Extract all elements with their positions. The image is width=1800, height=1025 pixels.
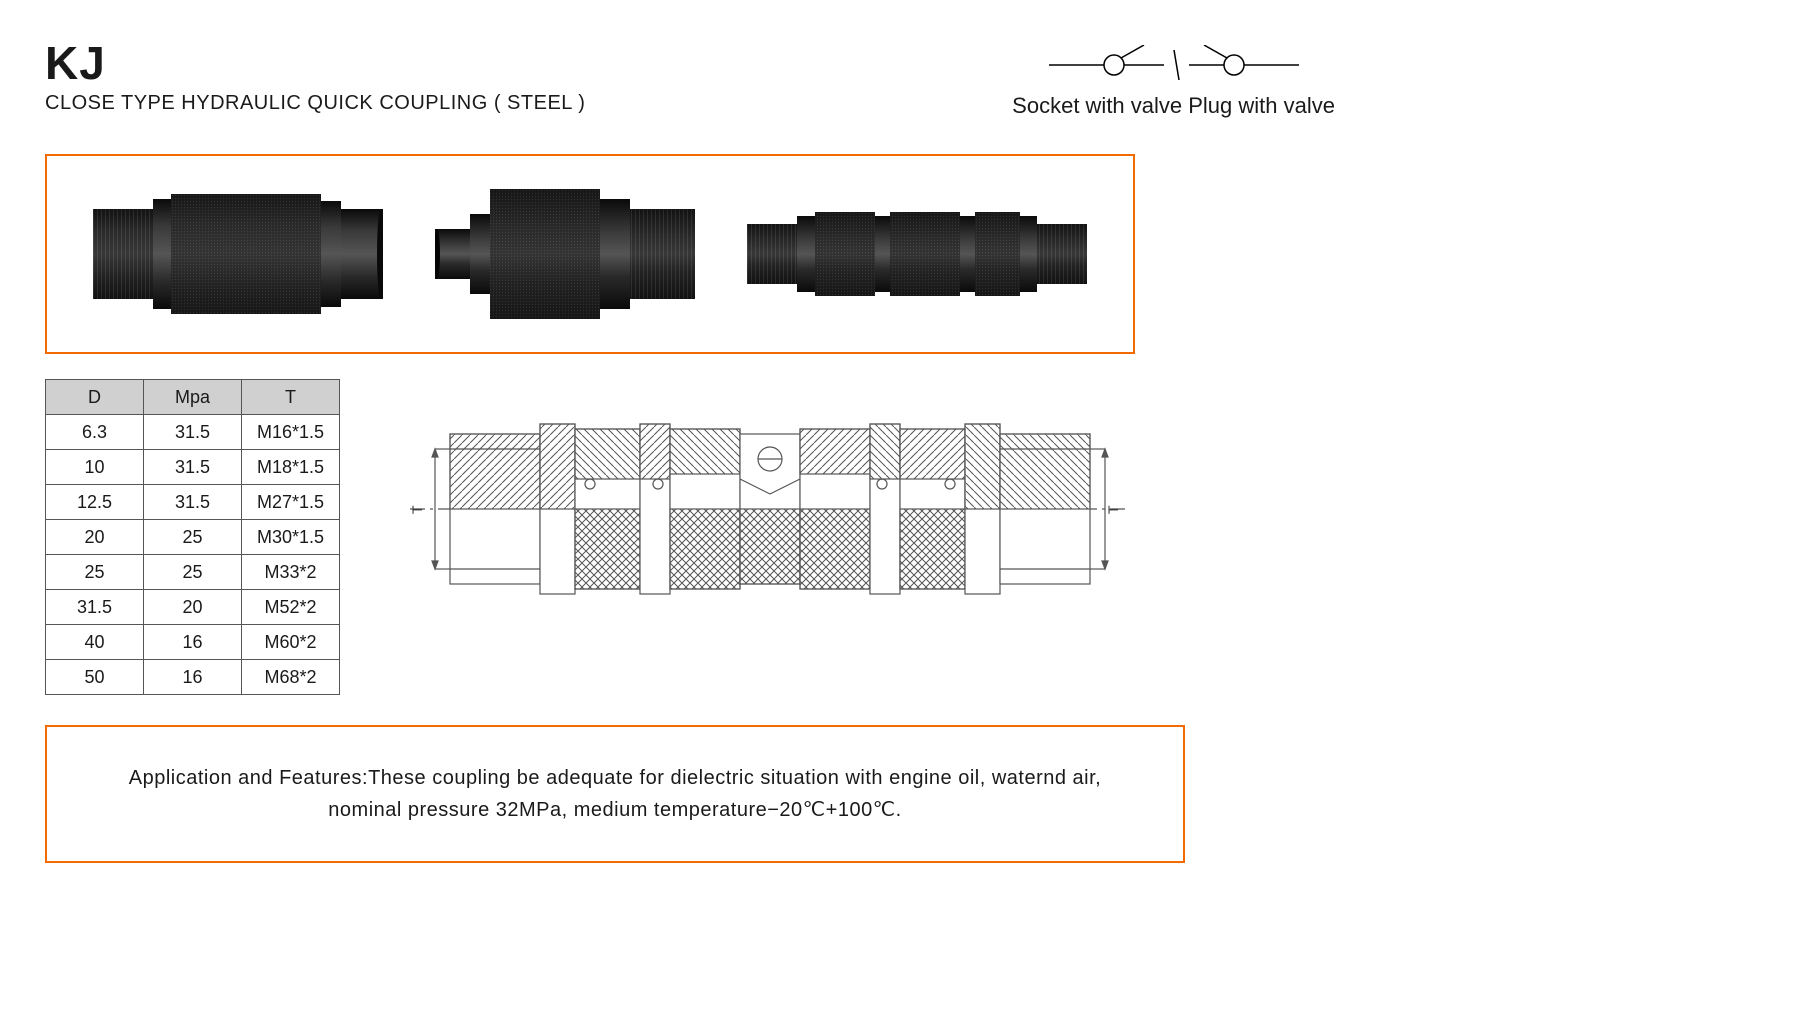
dimension-label-left: T	[409, 505, 425, 514]
table-cell: M52*2	[242, 590, 340, 625]
product-photo-panel	[45, 154, 1135, 354]
dimension-label-right: T	[1105, 505, 1121, 514]
table-cell: 10	[46, 450, 144, 485]
product-description: CLOSE TYPE HYDRAULIC QUICK COUPLING ( ST…	[45, 92, 585, 115]
specification-table: DMpaT 6.331.5M16*1.51031.5M18*1.512.531.…	[45, 379, 340, 695]
coupling-photo-socket	[93, 179, 383, 329]
table-cell: 20	[144, 590, 242, 625]
product-code: KJ	[45, 40, 585, 86]
table-cell: 6.3	[46, 415, 144, 450]
table-cell: M27*1.5	[242, 485, 340, 520]
coupling-photo-assembled	[747, 194, 1087, 314]
table-row: 12.531.5M27*1.5	[46, 485, 340, 520]
table-cell: 31.5	[144, 415, 242, 450]
title-block: KJ CLOSE TYPE HYDRAULIC QUICK COUPLING (…	[45, 40, 585, 115]
table-cell: M33*2	[242, 555, 340, 590]
table-cell: M68*2	[242, 660, 340, 695]
table-cell: 16	[144, 660, 242, 695]
table-header: T	[242, 380, 340, 415]
table-row: 5016M68*2	[46, 660, 340, 695]
table-cell: 31.5	[144, 485, 242, 520]
features-panel: Application and Features:These coupling …	[45, 725, 1185, 863]
table-row: 6.331.5M16*1.5	[46, 415, 340, 450]
table-cell: 25	[144, 555, 242, 590]
table-cell: 40	[46, 625, 144, 660]
table-cell: 25	[144, 520, 242, 555]
table-header: Mpa	[144, 380, 242, 415]
table-cell: 25	[46, 555, 144, 590]
valve-symbol-icon	[1049, 45, 1299, 85]
table-cell: 20	[46, 520, 144, 555]
coupling-photo-plug	[435, 174, 695, 334]
features-text: Application and Features:These coupling …	[129, 767, 1101, 821]
table-cell: 12.5	[46, 485, 144, 520]
schematic-symbol-block: Socket with valve Plug with valve	[1012, 45, 1335, 119]
table-row: 31.520M52*2	[46, 590, 340, 625]
table-cell: M60*2	[242, 625, 340, 660]
table-header: D	[46, 380, 144, 415]
symbol-caption: Socket with valve Plug with valve	[1012, 93, 1335, 119]
technical-drawing: T T	[390, 379, 1755, 639]
table-cell: 50	[46, 660, 144, 695]
table-row: 1031.5M18*1.5	[46, 450, 340, 485]
table-cell: 16	[144, 625, 242, 660]
table-row: 2525M33*2	[46, 555, 340, 590]
table-cell: M16*1.5	[242, 415, 340, 450]
table-cell: 31.5	[46, 590, 144, 625]
table-cell: M30*1.5	[242, 520, 340, 555]
table-row: 2025M30*1.5	[46, 520, 340, 555]
table-cell: 31.5	[144, 450, 242, 485]
table-cell: M18*1.5	[242, 450, 340, 485]
table-row: 4016M60*2	[46, 625, 340, 660]
